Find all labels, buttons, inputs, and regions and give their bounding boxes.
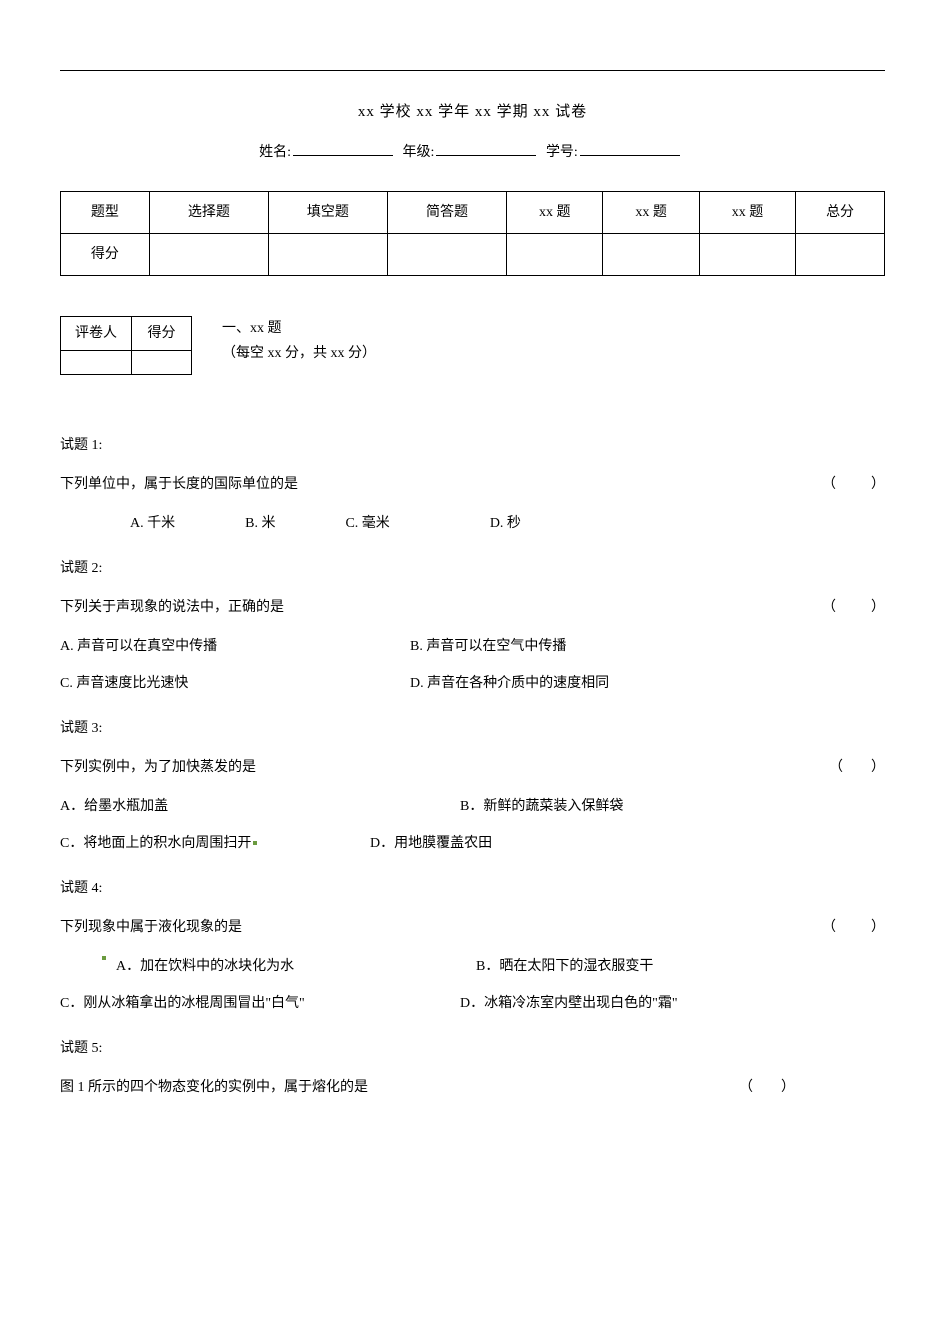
question-1: 试题 1: 下列单位中，属于长度的国际单位的是 （ ） A. 千米 B. 米 C… [60,435,885,534]
th-xx1: xx 题 [507,191,603,233]
name-blank [293,142,393,156]
table-row: 题型 选择题 填空题 简答题 xx 题 xx 题 xx 题 总分 [61,191,885,233]
answer-paren: （ ） [809,757,885,778]
th-fill: 填空题 [268,191,387,233]
q2-stem: 下列关于声现象的说法中，正确的是 [60,597,284,618]
q1-opt-c: C. 毫米 [345,513,389,534]
q4-stem: 下列现象中属于液化现象的是 [60,917,242,938]
table-row: 得分 [61,233,885,275]
td-blank [268,233,387,275]
answer-paren: （ ） [802,597,885,618]
marker-dot-icon [253,841,257,845]
q2-opt-c: C. 声音速度比光速快 [60,673,410,694]
grader-cell: 评卷人 [61,316,132,350]
q4-options: A．加在饮料中的冰块化为水 B．晒在太阳下的湿衣服变干 C．刚从冰箱拿出的冰棍周… [60,956,885,1014]
q3-opt-a: A．给墨水瓶加盖 [60,796,460,817]
q1-options: A. 千米 B. 米 C. 毫米 D. 秒 [60,513,885,534]
marker-dot-icon [102,956,106,960]
exam-title: xx 学校 xx 学年 xx 学期 xx 试卷 [60,101,885,124]
score-cell: 得分 [132,316,192,350]
score-table: 题型 选择题 填空题 简答题 xx 题 xx 题 xx 题 总分 得分 [60,191,885,276]
q2-opt-b: B. 声音可以在空气中传播 [410,636,566,657]
q3-options: A．给墨水瓶加盖 B．新鲜的蔬菜装入保鲜袋 C．将地面上的积水向周围扫开 D．用… [60,796,885,854]
q2-label: 试题 2: [60,558,885,579]
table-row: 评卷人 得分 [61,316,192,350]
q3-stem-row: 下列实例中，为了加快蒸发的是 （ ） [60,757,885,778]
th-short: 简答题 [387,191,506,233]
answer-paren: （ ） [802,474,885,495]
score-blank [132,350,192,374]
q5-stem-row: 图 1 所示的四个物态变化的实例中，属于熔化的是 （ ） [60,1077,885,1098]
id-blank [580,142,680,156]
q1-stem-row: 下列单位中，属于长度的国际单位的是 （ ） [60,474,885,495]
grader-table: 评卷人 得分 [60,316,192,375]
name-label: 姓名: [259,145,291,160]
q1-opt-d: D. 秒 [490,513,521,534]
td-blank [603,233,699,275]
q4-label: 试题 4: [60,878,885,899]
question-5: 试题 5: 图 1 所示的四个物态变化的实例中，属于熔化的是 （ ） [60,1038,885,1098]
td-blank [507,233,603,275]
td-blank [387,233,506,275]
q5-stem: 图 1 所示的四个物态变化的实例中，属于熔化的是 [60,1077,368,1098]
th-xx3: xx 题 [699,191,795,233]
grader-blank [61,350,132,374]
q2-options: A. 声音可以在真空中传播 B. 声音可以在空气中传播 C. 声音速度比光速快 … [60,636,885,694]
q2-opt-d: D. 声音在各种介质中的速度相同 [410,673,609,694]
student-info-line: 姓名: 年级: 学号: [60,142,885,163]
td-blank [149,233,268,275]
q4-opt-a: A．加在饮料中的冰块化为水 [116,956,476,977]
table-row [61,350,192,374]
th-total: 总分 [796,191,885,233]
question-3: 试题 3: 下列实例中，为了加快蒸发的是 （ ） A．给墨水瓶加盖 B．新鲜的蔬… [60,718,885,854]
q2-opt-a: A. 声音可以在真空中传播 [60,636,410,657]
q3-stem: 下列实例中，为了加快蒸发的是 [60,757,256,778]
q1-opt-b: B. 米 [245,513,275,534]
td-blank [699,233,795,275]
q4-opt-c: C．刚从冰箱拿出的冰棍周围冒出"白气" [60,993,460,1014]
q4-opt-b: B．晒在太阳下的湿衣服变干 [476,956,653,977]
grade-label: 年级: [403,145,435,160]
q1-label: 试题 1: [60,435,885,456]
q3-opt-c: C．将地面上的积水向周围扫开 [60,833,370,854]
q1-opt-a: A. 千米 [130,513,175,534]
td-blank [796,233,885,275]
td-score-label: 得分 [61,233,150,275]
q3-label: 试题 3: [60,718,885,739]
q5-label: 试题 5: [60,1038,885,1059]
q3-opt-b: B．新鲜的蔬菜装入保鲜袋 [460,796,623,817]
answer-paren: （ ） [719,1077,885,1098]
section-label: 一、xx 题 （每空 xx 分，共 xx 分） [222,316,376,366]
q3-opt-d: D．用地膜覆盖农田 [370,833,492,854]
th-xx2: xx 题 [603,191,699,233]
th-type: 题型 [61,191,150,233]
question-2: 试题 2: 下列关于声现象的说法中，正确的是 （ ） A. 声音可以在真空中传播… [60,558,885,694]
q4-opt-d: D．冰箱冷冻室内壁出现白色的"霜" [460,993,678,1014]
th-choice: 选择题 [149,191,268,233]
q2-stem-row: 下列关于声现象的说法中，正确的是 （ ） [60,597,885,618]
section-heading: 一、xx 题 [222,316,376,341]
q4-stem-row: 下列现象中属于液化现象的是 （ ） [60,917,885,938]
section-sub: （每空 xx 分，共 xx 分） [222,341,376,366]
top-rule [60,70,885,71]
grade-blank [436,142,536,156]
section-header-row: 评卷人 得分 一、xx 题 （每空 xx 分，共 xx 分） [60,316,885,375]
answer-paren: （ ） [802,917,885,938]
q1-stem: 下列单位中，属于长度的国际单位的是 [60,474,298,495]
id-label: 学号: [546,145,578,160]
question-4: 试题 4: 下列现象中属于液化现象的是 （ ） A．加在饮料中的冰块化为水 B．… [60,878,885,1014]
